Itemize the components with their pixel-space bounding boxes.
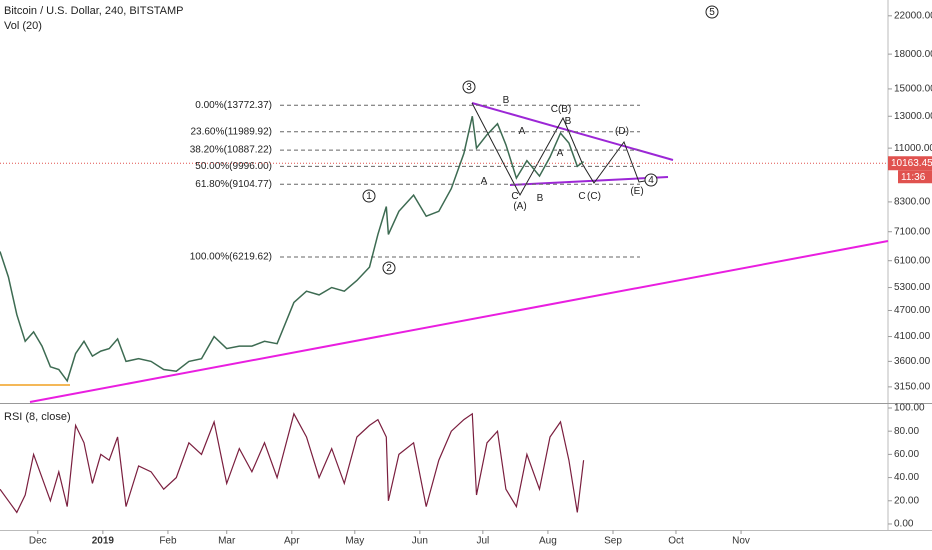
wave-label: 2 — [386, 263, 392, 274]
chart-title: Bitcoin / U.S. Dollar, 240, BITSTAMP — [4, 5, 184, 17]
x-tick-label: Mar — [218, 536, 236, 547]
wave-label: 4 — [648, 175, 654, 186]
wave-projection — [471, 102, 652, 197]
fib-label: 38.20%(10887.22) — [190, 145, 272, 156]
wave-label: B — [503, 95, 510, 106]
rsi-tick-label: 0.00 — [894, 519, 914, 530]
y-tick-label: 6100.00 — [894, 255, 931, 266]
rsi-line — [0, 412, 585, 514]
rsi-tick-label: 100.00 — [894, 403, 925, 414]
rsi-tick-label: 60.00 — [894, 449, 919, 460]
fib-label: 23.60%(11989.92) — [190, 126, 272, 137]
wave-label: A — [557, 148, 564, 159]
x-tick-label: 2019 — [92, 536, 115, 547]
wave-label: (E) — [630, 186, 643, 197]
fib-label: 61.80%(9104.77) — [195, 179, 272, 190]
y-tick-label: 4100.00 — [894, 331, 931, 342]
x-tick-label: Nov — [732, 536, 750, 547]
price-line — [0, 116, 585, 383]
wave-label: 1 — [366, 191, 372, 202]
rsi-tick-label: 20.00 — [894, 495, 919, 506]
x-tick-label: Jul — [476, 536, 489, 547]
x-tick-label: Jun — [412, 536, 428, 547]
wave-label: B — [565, 116, 572, 127]
wave-label: C(B) — [551, 104, 572, 115]
y-tick-label: 3600.00 — [894, 356, 931, 367]
countdown-box — [898, 170, 932, 184]
rsi-tick-label: 40.00 — [894, 472, 919, 483]
wave-label: C — [578, 191, 585, 202]
fib-label: 100.00%(6219.62) — [190, 252, 272, 263]
last-price-box — [888, 156, 932, 171]
x-tick-label: Aug — [539, 536, 557, 547]
wave-circle — [382, 261, 396, 275]
x-tick-label: Feb — [159, 536, 177, 547]
wave-label: A — [481, 176, 488, 187]
countdown-label: 11:36 — [901, 172, 926, 183]
x-tick-label: Sep — [604, 536, 622, 547]
triangle-lower — [509, 176, 669, 186]
wave-label: C — [511, 191, 518, 202]
y-tick-label: 15000.00 — [894, 84, 932, 95]
y-tick-label: 3150.00 — [894, 382, 931, 393]
wave-label: B — [537, 193, 544, 204]
x-tick-label: Dec — [29, 536, 47, 547]
wave-label: (A) — [513, 201, 526, 212]
x-tick-label: May — [345, 536, 364, 547]
y-tick-label: 13000.00 — [894, 111, 932, 122]
rsi-title: RSI (8, close) — [4, 411, 71, 423]
x-tick-label: Apr — [284, 536, 300, 547]
x-tick-label: Oct — [668, 536, 684, 547]
wave-label: (C) — [587, 191, 601, 202]
fib-label: 50.00%(9996.00) — [195, 161, 272, 172]
wave-circle — [705, 5, 719, 19]
long-trendline — [29, 240, 889, 403]
y-tick-label: 11000.00 — [894, 143, 932, 154]
wave-circle — [462, 80, 476, 94]
fib-label: 0.00%(13772.37) — [195, 100, 272, 111]
last-price-label: 10163.45 — [891, 158, 932, 169]
wave-circle — [644, 173, 658, 187]
wave-label: A — [519, 126, 526, 137]
wave-label: 5 — [709, 7, 715, 18]
y-tick-label: 5300.00 — [894, 282, 931, 293]
y-tick-label: 7100.00 — [894, 226, 931, 237]
y-tick-label: 8300.00 — [894, 197, 931, 208]
rsi-tick-label: 80.00 — [894, 426, 919, 437]
wave-label: (D) — [615, 126, 629, 137]
y-tick-label: 22000.00 — [894, 10, 932, 21]
volume-label: Vol (20) — [4, 20, 42, 32]
wave-label: 3 — [466, 82, 472, 93]
wave-circle — [362, 189, 376, 203]
y-tick-label: 18000.00 — [894, 49, 932, 60]
y-tick-label: 4700.00 — [894, 305, 931, 316]
